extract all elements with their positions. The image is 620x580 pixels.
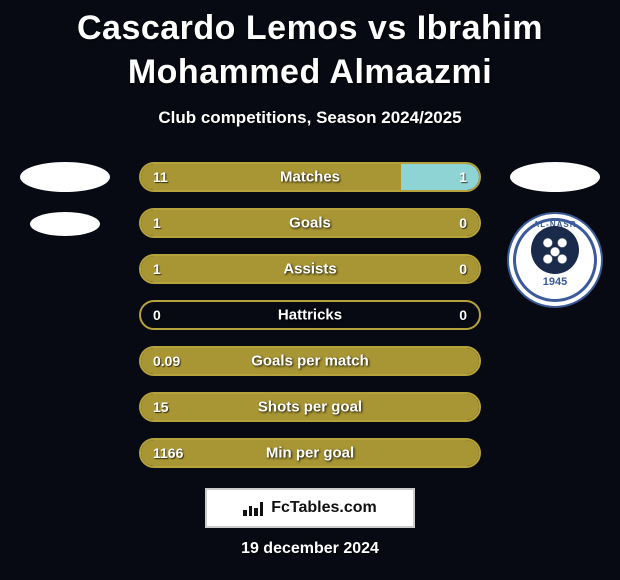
stat-value-left: 1166: [153, 445, 183, 461]
stat-bar: 1 0 Assists: [139, 254, 481, 284]
stat-value-right: 0: [459, 261, 467, 277]
stat-bar: 0 0 Hattricks: [139, 300, 481, 330]
chart-icon: [243, 500, 263, 516]
stat-label: Goals: [289, 215, 331, 232]
brand-text: FcTables.com: [271, 499, 377, 517]
stat-bar: 15 Shots per goal: [139, 392, 481, 422]
left-logos: [10, 162, 120, 236]
stat-value-left: 11: [153, 169, 168, 185]
stat-value-left: 0: [153, 307, 161, 323]
stat-bars: 111Matches10Goals10Assists00Hattricks0.0…: [139, 162, 481, 468]
left-club-logo: [30, 212, 100, 236]
brand-badge[interactable]: FcTables.com: [205, 488, 415, 528]
stat-label: Hattricks: [278, 307, 342, 324]
comparison-content: AL-NASR 1945 111Matches10Goals10Assists0…: [0, 162, 620, 468]
stat-value-right: 1: [459, 169, 467, 185]
stat-label: Shots per goal: [258, 399, 362, 416]
stat-value-left: 15: [153, 399, 169, 415]
stat-label: Assists: [283, 261, 336, 278]
right-club-logo: AL-NASR 1945: [507, 212, 603, 308]
bar-fill-right: [401, 164, 479, 190]
right-logos: AL-NASR 1945: [500, 162, 610, 308]
subtitle: Club competitions, Season 2024/2025: [0, 108, 620, 128]
page-title: Cascardo Lemos vs Ibrahim Mohammed Almaa…: [0, 0, 620, 94]
stat-value-left: 1: [153, 261, 161, 277]
stat-bar: 0.09 Goals per match: [139, 346, 481, 376]
stat-bar: 111Matches: [139, 162, 481, 192]
stat-value-right: 0: [459, 307, 467, 323]
date: 19 december 2024: [0, 540, 620, 558]
stat-label: Min per goal: [266, 445, 354, 462]
stat-bar: 1 0 Goals: [139, 208, 481, 238]
stat-value-left: 0.09: [153, 353, 180, 369]
stat-label: Goals per match: [251, 353, 369, 370]
stat-value-right: 0: [459, 215, 467, 231]
stat-value-left: 1: [153, 215, 161, 231]
right-country-logo: [510, 162, 600, 192]
bar-fill-left: [141, 164, 401, 190]
stat-bar: 1166 Min per goal: [139, 438, 481, 468]
left-country-logo: [20, 162, 110, 192]
stat-label: Matches: [280, 169, 340, 186]
